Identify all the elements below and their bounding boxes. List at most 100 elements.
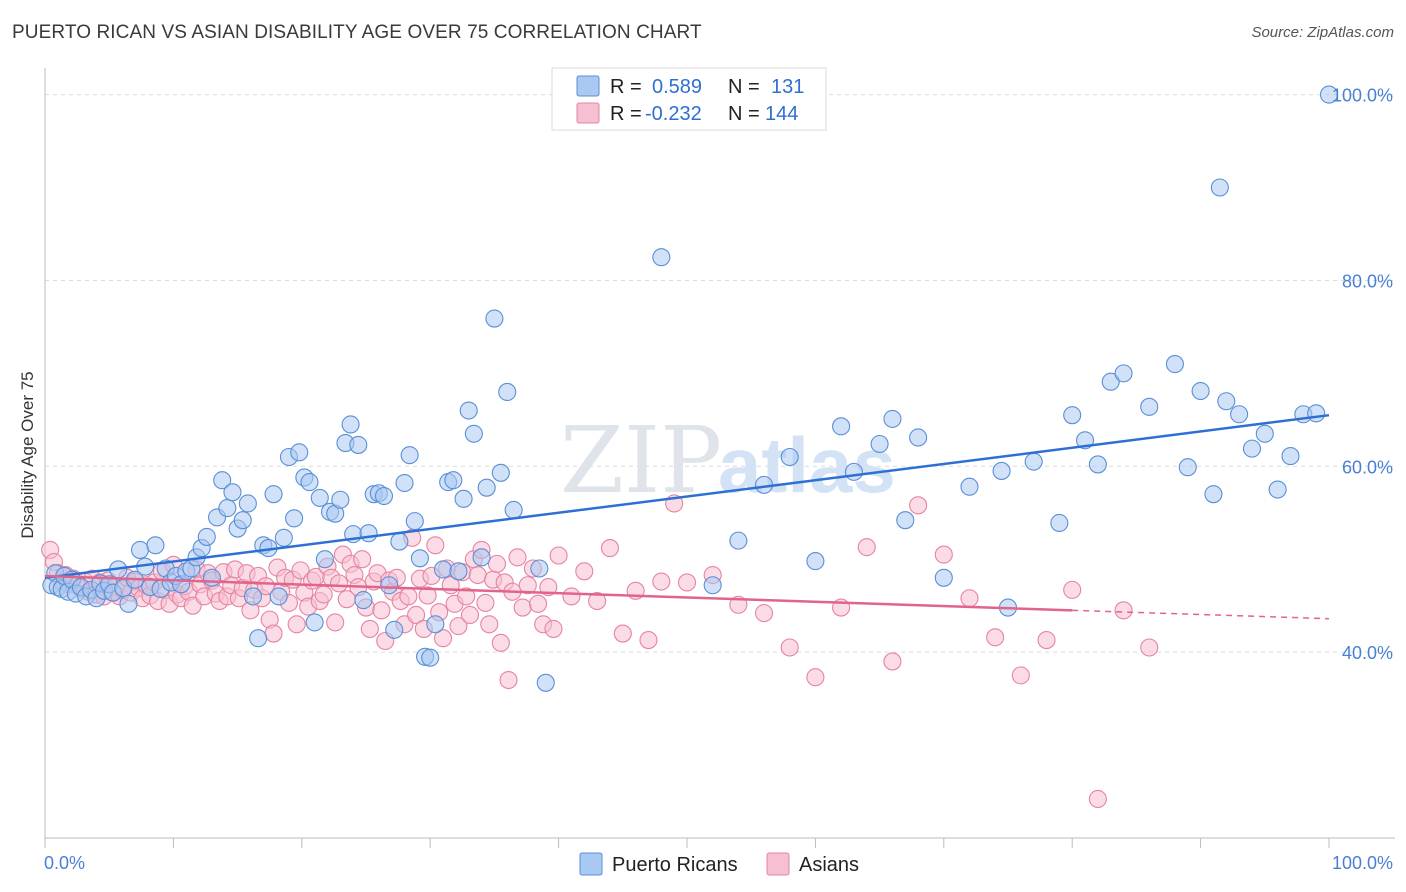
data-point-puerto-rican	[1165, 355, 1184, 374]
data-point-asian	[652, 572, 671, 591]
data-point-puerto-rican	[385, 620, 404, 639]
data-point-puerto-rican	[477, 478, 496, 497]
data-point-puerto-rican	[233, 511, 252, 530]
data-point-asian	[780, 638, 799, 657]
data-point-puerto-rican	[1307, 404, 1326, 423]
data-point-puerto-rican	[992, 461, 1011, 480]
data-point-asian	[1011, 666, 1030, 685]
data-point-asian	[1140, 638, 1159, 657]
data-point-asian	[449, 617, 468, 636]
legend-n-value-blue: 131	[771, 76, 804, 98]
data-point-puerto-rican	[806, 552, 825, 571]
data-point-puerto-rican	[1230, 405, 1249, 424]
y-tick-label: 60.0%	[1342, 457, 1393, 477]
data-point-puerto-rican	[1210, 178, 1229, 197]
series-asians	[41, 494, 1159, 809]
data-point-asian	[677, 573, 697, 592]
data-point-asian	[934, 545, 953, 564]
data-point-puerto-rican	[844, 462, 863, 481]
data-point-puerto-rican	[238, 494, 257, 513]
data-point-puerto-rican	[433, 560, 453, 579]
data-point-puerto-rican	[536, 673, 555, 692]
data-point-puerto-rican	[703, 576, 722, 595]
data-point-puerto-rican	[883, 409, 902, 428]
data-point-asian	[986, 628, 1005, 647]
data-point-asian	[613, 624, 632, 643]
data-point-asian	[518, 576, 537, 595]
series-legend: Puerto Ricans Asians	[579, 852, 859, 876]
data-point-puerto-rican	[359, 524, 378, 543]
data-point-asian	[549, 546, 568, 565]
data-point-asian	[588, 591, 607, 611]
trend-line-asians-extension	[1072, 609, 1330, 620]
data-point-puerto-rican	[464, 424, 483, 443]
x-tick-label: 100.0%	[1332, 853, 1393, 873]
data-point-puerto-rican	[870, 434, 889, 454]
data-point-puerto-rican	[315, 550, 334, 569]
data-point-asian	[806, 668, 825, 687]
correlation-legend: R = 0.589 N = 131 R = -0.232 N = 144	[551, 67, 827, 131]
legend-swatch-pink	[576, 102, 600, 124]
legend-r-label: R =	[610, 76, 642, 98]
data-point-asian	[600, 539, 620, 558]
data-point-puerto-rican	[243, 587, 263, 606]
data-point-asian	[960, 589, 979, 608]
data-point-puerto-rican	[410, 549, 429, 568]
data-point-puerto-rican	[1050, 513, 1069, 533]
data-point-puerto-rican	[426, 615, 445, 634]
data-point-puerto-rican	[341, 415, 360, 434]
data-point-puerto-rican	[896, 511, 915, 530]
data-point-asian	[1063, 580, 1082, 599]
data-point-asian	[909, 496, 928, 515]
data-point-asian	[457, 587, 476, 606]
data-point-asian	[372, 601, 391, 620]
data-point-puerto-rican	[491, 463, 510, 482]
data-point-asian	[544, 619, 563, 638]
data-point-puerto-rican	[530, 559, 549, 578]
data-point-puerto-rican	[1101, 372, 1120, 391]
data-point-puerto-rican	[421, 648, 440, 667]
legend-n-value-pink: 144	[765, 103, 798, 125]
data-point-asian	[487, 554, 507, 573]
chart-title: PUERTO RICAN VS ASIAN DISABILITY AGE OVE…	[12, 22, 702, 43]
data-point-puerto-rican	[146, 536, 165, 555]
data-point-puerto-rican	[504, 500, 523, 520]
data-point-puerto-rican	[374, 486, 394, 506]
data-point-asian	[883, 652, 902, 671]
data-point-asian	[418, 586, 437, 605]
data-point-puerto-rican	[1242, 439, 1262, 458]
data-point-puerto-rican	[202, 568, 221, 587]
data-point-puerto-rican	[454, 489, 473, 508]
data-point-puerto-rican	[380, 576, 399, 595]
data-point-asian	[1088, 789, 1107, 809]
legend-n-label: N =	[728, 76, 760, 98]
y-tick-label: 80.0%	[1342, 271, 1393, 291]
data-point-puerto-rican	[223, 483, 242, 502]
data-point-puerto-rican	[285, 509, 304, 528]
data-point-puerto-rican	[349, 435, 368, 454]
data-point-puerto-rican	[119, 594, 138, 613]
data-point-puerto-rican	[909, 428, 928, 447]
data-point-asian	[529, 594, 548, 613]
data-point-puerto-rican	[269, 587, 288, 606]
data-point-asian	[575, 562, 594, 581]
data-point-asian	[399, 587, 418, 606]
data-point-asian	[857, 538, 876, 557]
data-point-puerto-rican	[274, 528, 293, 547]
data-point-puerto-rican	[197, 527, 216, 546]
data-point-puerto-rican	[405, 512, 424, 531]
data-point-puerto-rican	[1319, 85, 1339, 104]
series-puerto-ricans	[42, 85, 1339, 692]
data-point-puerto-rican	[218, 499, 237, 518]
legend-swatch-puerto-ricans	[579, 852, 603, 876]
legend-swatch-blue	[576, 75, 600, 97]
y-tick-label: 40.0%	[1342, 643, 1393, 663]
data-point-asian	[329, 574, 349, 593]
watermark-zip: ZIP	[560, 407, 722, 514]
data-point-puerto-rican	[249, 629, 268, 648]
data-point-puerto-rican	[729, 531, 748, 550]
data-point-puerto-rican	[1114, 364, 1133, 383]
data-point-asian	[639, 631, 658, 650]
data-point-asian	[539, 578, 558, 597]
